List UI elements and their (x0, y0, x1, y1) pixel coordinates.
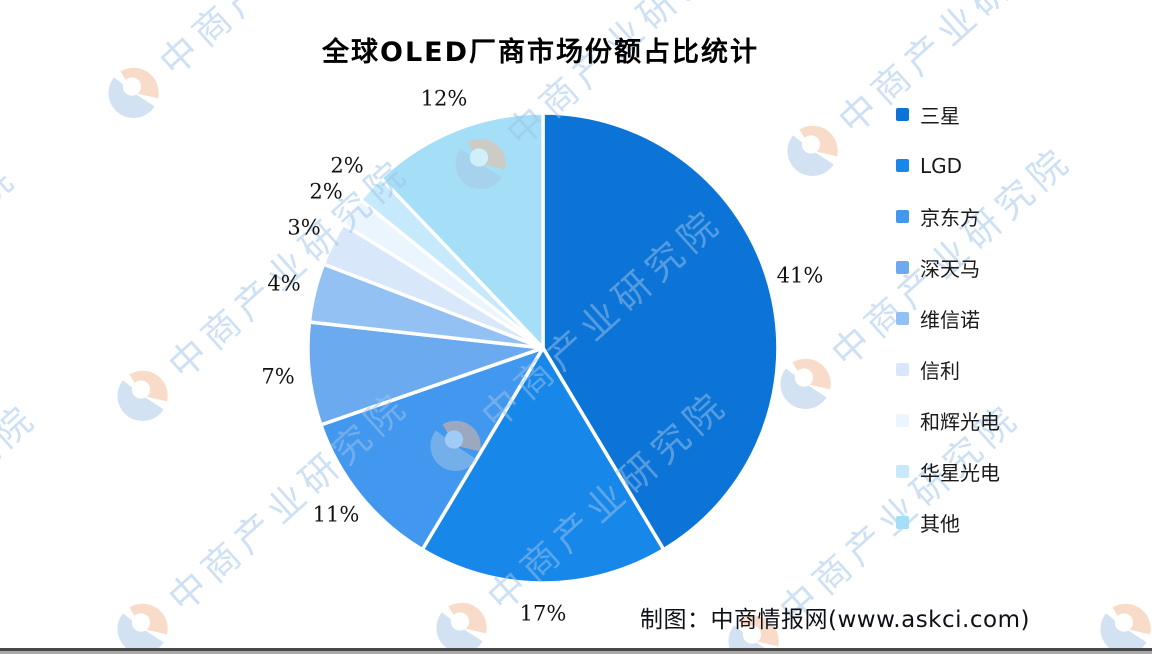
legend-swatch-icon (896, 210, 909, 223)
legend-item-华星光电: 华星光电 (896, 446, 1000, 497)
legend-label: 信利 (920, 359, 960, 383)
legend-label: 和辉光电 (920, 410, 1000, 434)
legend-item-维信诺: 维信诺 (896, 293, 1000, 344)
legend-swatch-icon (896, 465, 909, 478)
legend-swatch-icon (896, 261, 909, 274)
legend-swatch-icon (896, 312, 909, 325)
legend-label: 京东方 (920, 206, 980, 230)
legend-swatch-icon (896, 108, 909, 121)
legend-item-京东方: 京东方 (896, 191, 1000, 242)
slice-label-其他: 12% (421, 87, 468, 111)
legend-label: 华星光电 (920, 461, 1000, 485)
pie-slice-三星 (541, 111, 780, 552)
legend-item-其他: 其他 (896, 497, 1000, 548)
legend-item-信利: 信利 (896, 344, 1000, 395)
legend-label: 其他 (920, 512, 960, 536)
legend-label: 维信诺 (920, 308, 980, 332)
legend-item-和辉光电: 和辉光电 (896, 395, 1000, 446)
pie-slice-其他 (379, 111, 545, 350)
footer-credit: 制图：中商情报网(www.askci.com) (640, 607, 1030, 633)
slice-label-信利: 3% (287, 216, 320, 240)
slice-label-三星: 41% (777, 264, 824, 288)
legend-swatch-icon (896, 516, 909, 529)
chart-title: 全球OLED厂商市场份额占比统计 (322, 37, 760, 68)
pie-slice-深天马 (306, 320, 545, 427)
slice-label-华星光电: 2% (330, 154, 363, 178)
legend-swatch-icon (896, 159, 909, 172)
legend-label: LGD (920, 153, 963, 178)
legend-item-LGD: LGD (896, 140, 1000, 191)
slice-label-深天马: 7% (261, 365, 294, 389)
legend-item-三星: 三星 (896, 89, 1000, 140)
slice-label-和辉光电: 2% (309, 180, 342, 204)
pie-slice-LGD (420, 346, 666, 585)
slice-label-维信诺: 4% (267, 272, 300, 296)
legend-label: 深天马 (920, 257, 980, 281)
legend-label: 三星 (920, 104, 960, 128)
bottom-border-shadow (0, 651, 1152, 654)
legend-swatch-icon (896, 414, 909, 427)
legend-item-深天马: 深天马 (896, 242, 1000, 293)
legend-swatch-icon (896, 363, 909, 376)
legend: 三星 LGD 京东方深天马维信诺信利和辉光电华星光电其他 (896, 89, 1000, 548)
slice-label-LGD: 17% (520, 602, 567, 626)
bottom-border-line (0, 648, 1152, 651)
slice-label-京东方: 11% (313, 503, 360, 527)
